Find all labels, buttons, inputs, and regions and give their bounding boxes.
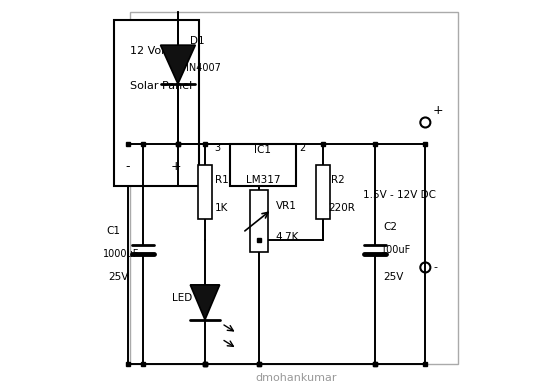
Text: +: + [170,160,181,173]
Polygon shape [160,45,195,84]
Text: 4.7K: 4.7K [275,232,299,241]
Text: IN4007: IN4007 [186,63,221,73]
Text: 25V: 25V [108,272,129,282]
Text: -: - [433,262,437,272]
Text: D1: D1 [190,36,204,46]
Text: R2: R2 [331,175,345,185]
Text: 2: 2 [299,143,305,152]
Text: 1: 1 [260,191,266,201]
Bar [230,144,296,186]
Bar [114,20,199,186]
Bar [251,190,268,252]
Text: 3: 3 [215,143,221,152]
Bar [129,12,458,364]
Text: 25V: 25V [384,272,404,282]
Text: IC1: IC1 [254,145,272,154]
Polygon shape [190,285,220,320]
Bar [198,165,212,219]
Text: 1K: 1K [215,203,228,213]
Text: 1.5V - 12V DC: 1.5V - 12V DC [363,190,436,200]
Text: C2: C2 [384,222,398,232]
Text: VR1: VR1 [275,201,296,211]
Text: C1: C1 [106,226,121,236]
Text: 100uF: 100uF [381,245,411,255]
Text: LM317: LM317 [246,175,280,185]
Text: dmohankumar: dmohankumar [255,372,337,383]
Text: LED: LED [172,293,192,303]
Bar [316,165,330,219]
Text: 12 Volt 5W: 12 Volt 5W [129,46,190,56]
Text: +: + [433,104,444,118]
Text: -: - [126,160,130,173]
Text: R1: R1 [215,175,228,185]
Text: 220R: 220R [328,203,356,213]
Text: Solar Panel: Solar Panel [129,81,192,91]
Text: 1000uF: 1000uF [102,249,139,259]
